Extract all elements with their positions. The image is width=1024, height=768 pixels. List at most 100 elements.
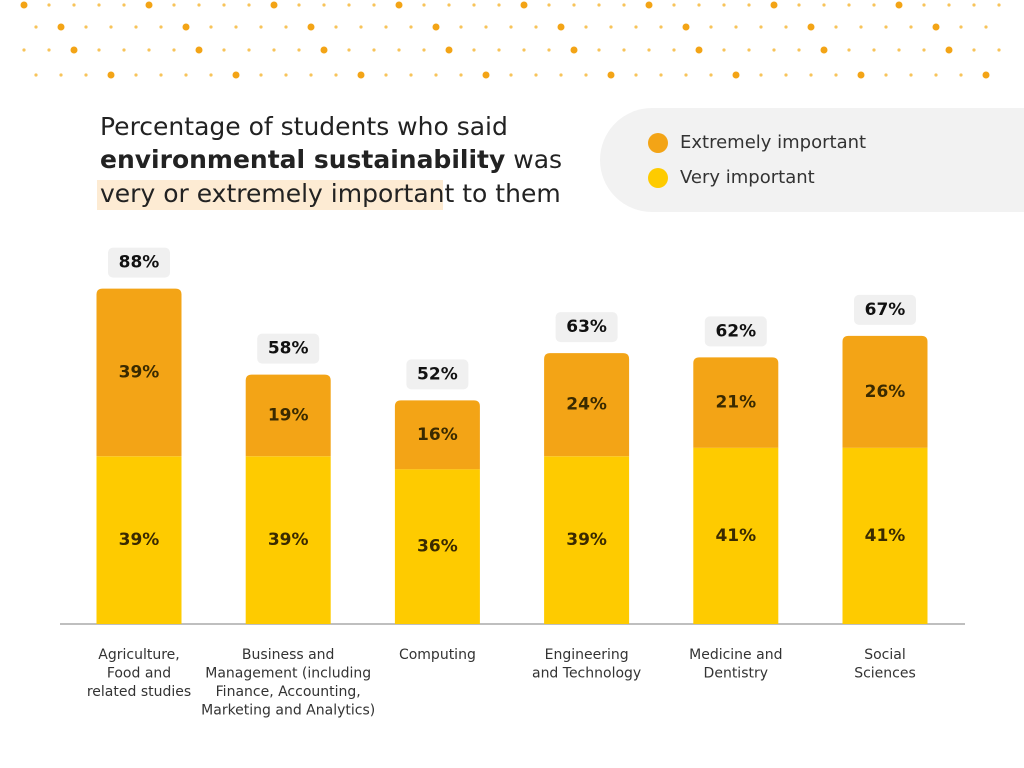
bar-value-label: 21%	[715, 393, 756, 413]
bar-segment	[544, 456, 630, 624]
decoration-dot	[645, 1, 653, 9]
x-tick-label: Business and	[242, 647, 335, 663]
decoration-dot	[997, 48, 1001, 52]
decoration-dot	[209, 25, 213, 29]
decoration-dot	[259, 25, 263, 29]
bar-value-label: 19%	[268, 405, 309, 425]
decoration-dot	[872, 48, 876, 52]
decoration-dot	[232, 71, 240, 79]
x-tick-label: Engineering	[545, 647, 629, 663]
decoration-dot	[172, 48, 176, 52]
chart-title: very or extremely important to them	[100, 179, 561, 208]
decoration-dot	[872, 3, 876, 7]
decoration-dot	[732, 71, 740, 79]
decoration-dot	[622, 48, 626, 52]
chart-title: environmental sustainability was	[100, 145, 562, 174]
decoration-dot	[522, 48, 526, 52]
legend-label: Extremely important	[680, 132, 866, 153]
decoration-dot	[159, 73, 163, 77]
bar-segment	[245, 456, 331, 624]
decoration-dot	[197, 3, 201, 7]
decoration-dot	[47, 48, 51, 52]
decoration-dot	[284, 73, 288, 77]
decoration-dot	[209, 73, 213, 77]
decoration-dot	[320, 46, 328, 54]
decoration-dot	[222, 3, 226, 7]
x-tick-label: Computing	[399, 647, 476, 663]
bar-value-label: 16%	[417, 425, 458, 445]
decoration-dot	[822, 3, 826, 7]
decoration-dot	[284, 25, 288, 29]
bar-value-label: 39%	[119, 530, 160, 550]
decoration-dot	[34, 73, 38, 77]
total-label: 63%	[566, 317, 607, 337]
decoration-dot	[145, 1, 153, 9]
decoration-dot	[672, 48, 676, 52]
decoration-dot	[47, 3, 51, 7]
chart-title: Percentage of students who said	[100, 112, 508, 141]
decoration-dot	[497, 48, 501, 52]
bar-segment	[96, 456, 182, 624]
decoration-dot	[307, 23, 315, 31]
bar-value-label: 39%	[268, 530, 309, 550]
total-label: 88%	[119, 253, 160, 273]
decoration-dot	[797, 3, 801, 7]
decoration-dot	[20, 1, 28, 9]
decoration-dot	[272, 48, 276, 52]
decoration-dot	[784, 73, 788, 77]
decoration-dot	[384, 25, 388, 29]
bar-segment	[245, 374, 331, 457]
total-label-box	[257, 333, 320, 364]
decoration-dot	[122, 3, 126, 7]
decoration-dot	[22, 48, 26, 52]
x-tick-label: and Technology	[532, 666, 641, 682]
total-label-box	[555, 312, 618, 343]
bar-value-label: 36%	[417, 537, 458, 557]
decoration-dot	[172, 3, 176, 7]
decoration-dot	[372, 3, 376, 7]
decoration-dot	[247, 3, 251, 7]
decoration-dot	[409, 25, 413, 29]
decoration-dot	[107, 71, 115, 79]
decoration-dot	[895, 1, 903, 9]
decoration-dot	[459, 25, 463, 29]
decoration-dot	[584, 73, 588, 77]
bar-segment	[394, 400, 480, 470]
decoration-dot	[409, 73, 413, 77]
total-label: 52%	[417, 364, 458, 384]
decoration-dot	[547, 3, 551, 7]
decoration-dot	[484, 25, 488, 29]
legend-box	[600, 108, 1024, 212]
decoration-dot	[597, 48, 601, 52]
decoration-dot	[347, 3, 351, 7]
chart-title: to them	[462, 179, 560, 208]
decoration-dot	[70, 46, 78, 54]
decoration-dot	[984, 25, 988, 29]
decoration-dot	[659, 25, 663, 29]
decoration-dot	[897, 48, 901, 52]
x-tick-label: Medicine and	[689, 647, 782, 663]
decoration-dot	[472, 3, 476, 7]
decoration-dot	[182, 23, 190, 31]
decoration-dot	[820, 46, 828, 54]
decoration-dot	[959, 25, 963, 29]
decoration-dot	[309, 73, 313, 77]
decoration-dot	[809, 73, 813, 77]
decoration-dot	[84, 73, 88, 77]
decoration-dot	[659, 73, 663, 77]
bar-segment	[842, 447, 928, 624]
decoration-dot	[445, 46, 453, 54]
decoration-dot	[945, 46, 953, 54]
decoration-dot	[482, 71, 490, 79]
decoration-dot	[834, 25, 838, 29]
decoration-dot	[859, 25, 863, 29]
decoration-dot	[607, 71, 615, 79]
decoration-dot	[534, 25, 538, 29]
total-label: 58%	[268, 339, 309, 359]
decoration-dot	[84, 25, 88, 29]
decoration-dot	[709, 25, 713, 29]
decoration-dot	[784, 25, 788, 29]
decoration-dot	[959, 73, 963, 77]
decoration-dot	[109, 25, 113, 29]
decoration-dot	[472, 48, 476, 52]
